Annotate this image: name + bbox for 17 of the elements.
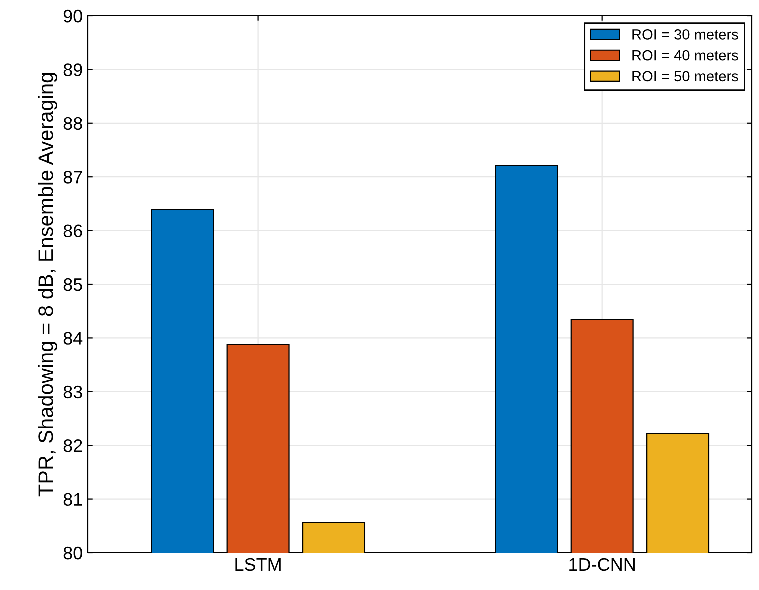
y-tick-label: 81 (64, 493, 82, 506)
y-tick-label: 87 (64, 171, 82, 184)
y-tick-label: 83 (64, 386, 82, 399)
legend-label: ROI = 40 meters (632, 50, 738, 61)
legend-label: ROI = 30 meters (632, 30, 738, 40)
y-tick-label: 80 (64, 546, 82, 560)
legend-label: ROI = 50 meters (632, 71, 738, 82)
x-tick-label: 1D-CNN (570, 558, 635, 572)
y-axis-title: TPR, Shadowing = 8 dB, Ensemble Averaging (38, 73, 58, 497)
y-tick-label: 88 (64, 117, 82, 130)
x-tick-label: LSTM (236, 558, 281, 572)
y-tick-label: 89 (64, 64, 82, 76)
y-tick-label: 86 (64, 224, 82, 238)
y-tick-label: 85 (64, 278, 82, 292)
y-tick-label: 82 (64, 440, 82, 452)
y-tick-label: 84 (64, 332, 83, 345)
y-tick-label: 90 (64, 10, 82, 23)
